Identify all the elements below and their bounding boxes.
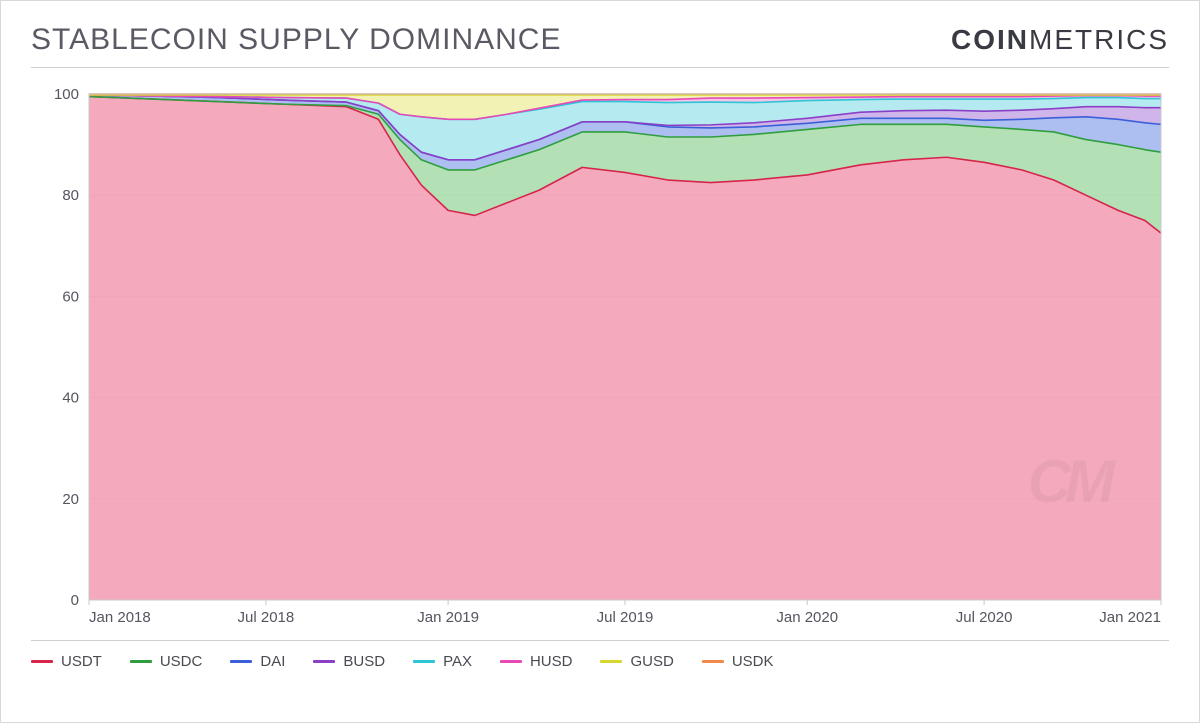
- svg-text:Jul 2019: Jul 2019: [597, 609, 654, 626]
- legend-item-dai: DAI: [230, 653, 285, 670]
- svg-text:Jan 2020: Jan 2020: [776, 609, 838, 626]
- legend-label: USDK: [732, 653, 774, 670]
- legend-label: BUSD: [343, 653, 385, 670]
- svg-text:Jan 2021: Jan 2021: [1099, 609, 1161, 626]
- svg-text:100: 100: [54, 86, 79, 103]
- legend-swatch: [31, 660, 53, 663]
- svg-text:20: 20: [62, 491, 79, 508]
- chart-card: STABLECOIN SUPPLY DOMINANCE COINMETRICS …: [0, 0, 1200, 723]
- legend-item-usdt: USDT: [31, 653, 102, 670]
- svg-text:0: 0: [71, 592, 79, 609]
- svg-text:Jan 2018: Jan 2018: [89, 609, 151, 626]
- legend: USDT USDC DAI BUSD PAX HUSD GUSD USDK: [31, 640, 1169, 670]
- legend-label: PAX: [443, 653, 472, 670]
- svg-text:Jul 2020: Jul 2020: [956, 609, 1013, 626]
- svg-text:60: 60: [62, 288, 79, 305]
- legend-label: USDC: [160, 653, 203, 670]
- svg-text:Jan 2019: Jan 2019: [417, 609, 479, 626]
- legend-swatch: [130, 660, 152, 663]
- stacked-area-chart: 0 20 40 60 80 100 Jan 2018 Jul 2018 Jan 2019 Jul …: [31, 76, 1171, 636]
- brand-light: METRICS: [1029, 24, 1169, 55]
- chart-title: STABLECOIN SUPPLY DOMINANCE: [31, 23, 561, 57]
- legend-item-husd: HUSD: [500, 653, 573, 670]
- svg-text:40: 40: [62, 390, 79, 407]
- legend-item-usdc: USDC: [130, 653, 203, 670]
- svg-text:Jul 2018: Jul 2018: [238, 609, 295, 626]
- chart-area: 0 20 40 60 80 100 Jan 2018 Jul 2018 Jan 2019 Jul …: [31, 76, 1169, 636]
- legend-label: DAI: [260, 653, 285, 670]
- legend-label: GUSD: [630, 653, 673, 670]
- legend-label: HUSD: [530, 653, 573, 670]
- legend-swatch: [313, 660, 335, 663]
- legend-item-busd: BUSD: [313, 653, 385, 670]
- legend-swatch: [230, 660, 252, 663]
- brand-bold: COIN: [951, 24, 1029, 55]
- legend-swatch: [413, 660, 435, 663]
- brand-logo: COINMETRICS: [951, 24, 1169, 56]
- svg-text:80: 80: [62, 187, 79, 204]
- legend-swatch: [702, 660, 724, 663]
- legend-item-usdk: USDK: [702, 653, 774, 670]
- legend-label: USDT: [61, 653, 102, 670]
- header: STABLECOIN SUPPLY DOMINANCE COINMETRICS: [31, 23, 1169, 68]
- legend-item-pax: PAX: [413, 653, 472, 670]
- legend-swatch: [500, 660, 522, 663]
- legend-swatch: [600, 660, 622, 663]
- legend-item-gusd: GUSD: [600, 653, 673, 670]
